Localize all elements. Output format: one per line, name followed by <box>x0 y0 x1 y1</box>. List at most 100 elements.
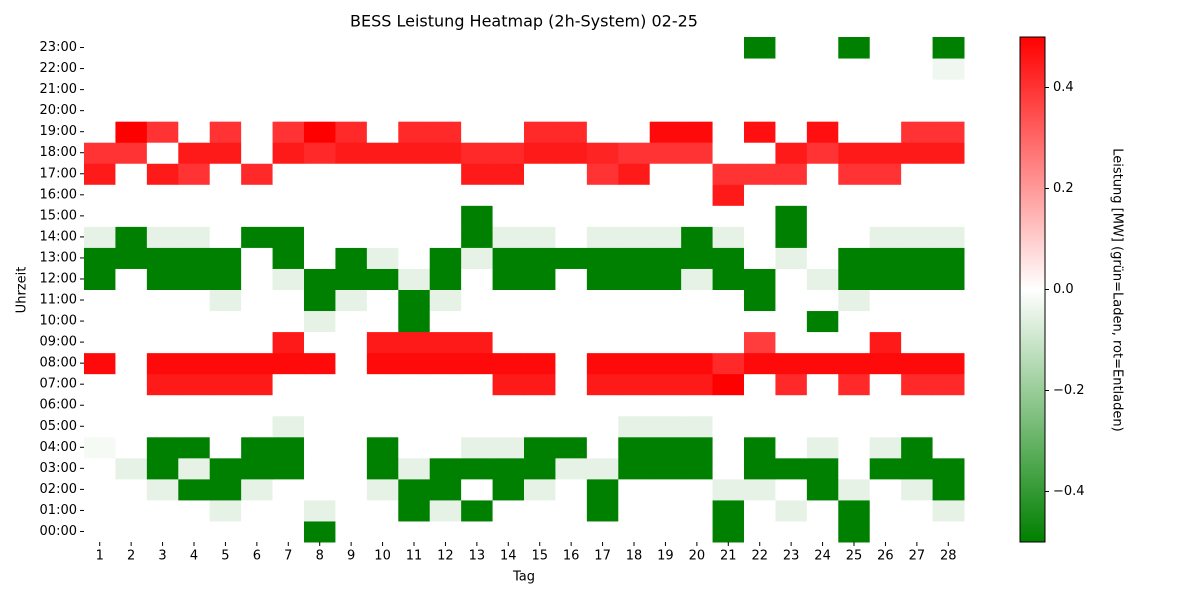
heatmap-cell <box>744 142 776 164</box>
x-tick-label: 23 <box>783 549 800 564</box>
heatmap-cell <box>304 457 336 480</box>
heatmap-cell <box>838 373 871 396</box>
heatmap-cell <box>115 247 148 269</box>
heatmap-cell <box>115 415 148 438</box>
heatmap-cell <box>744 331 776 354</box>
heatmap-cell <box>366 79 399 101</box>
heatmap-cell <box>806 205 839 227</box>
heatmap-cell <box>115 352 148 375</box>
heatmap-cell <box>712 100 745 122</box>
heatmap-cell <box>335 142 368 164</box>
heatmap-cell <box>869 100 902 122</box>
heatmap-cell <box>335 268 368 290</box>
heatmap-cell <box>304 373 336 396</box>
chart-title: BESS Leistung Heatmap (2h-System) 02-25 <box>350 12 698 31</box>
heatmap-cell <box>429 499 462 522</box>
heatmap-cell <box>901 184 934 206</box>
colorbar-tick-label: 0.0 <box>1053 282 1074 297</box>
y-tick-label: 08:00 <box>40 356 77 371</box>
heatmap-cell <box>932 184 965 206</box>
heatmap-cell <box>209 310 242 333</box>
heatmap-cell <box>555 331 588 354</box>
heatmap-cell <box>618 373 651 396</box>
heatmap-cell <box>492 478 525 501</box>
heatmap-cell <box>649 373 682 396</box>
x-tick-label: 27 <box>909 549 926 564</box>
heatmap-cell <box>366 184 399 206</box>
heatmap-cell <box>335 121 368 143</box>
heatmap-cell <box>586 142 619 164</box>
heatmap-cell <box>618 289 651 312</box>
heatmap-cell <box>775 310 808 333</box>
heatmap-cell <box>241 37 274 59</box>
heatmap-cell <box>869 457 902 480</box>
heatmap-cell <box>618 331 651 354</box>
heatmap-cell <box>681 247 714 269</box>
heatmap-cell <box>524 289 556 312</box>
heatmap-cell <box>806 163 839 185</box>
heatmap-cell <box>775 37 808 59</box>
heatmap-cell <box>869 310 902 333</box>
heatmap-cell <box>744 100 776 122</box>
heatmap-cell <box>838 394 871 417</box>
heatmap-cell <box>272 373 305 396</box>
x-tick-label: 10 <box>374 549 391 564</box>
y-tick-label: 12:00 <box>40 271 77 286</box>
heatmap-cell <box>618 184 651 206</box>
heatmap-cell <box>901 289 934 312</box>
heatmap-cell <box>555 121 588 143</box>
x-axis-label: Tag <box>512 570 535 585</box>
heatmap-cell <box>115 289 148 312</box>
heatmap-cell <box>775 457 808 480</box>
heatmap-cell <box>241 499 274 522</box>
colorbar-tick-label: 0.2 <box>1053 181 1074 196</box>
heatmap-cell <box>241 373 274 396</box>
x-tick-label: 15 <box>531 549 548 564</box>
heatmap-cell <box>366 310 399 333</box>
heatmap-cell <box>712 184 745 206</box>
heatmap-cell <box>146 289 179 312</box>
heatmap-cell <box>932 58 965 80</box>
heatmap-cell <box>555 37 588 59</box>
heatmap-cell <box>555 247 588 269</box>
heatmap-cell <box>146 163 179 185</box>
heatmap-cell <box>712 205 745 227</box>
heatmap-cell <box>304 58 336 80</box>
heatmap-cell <box>806 226 839 248</box>
heatmap-cell <box>649 121 682 143</box>
y-tick-label: 02:00 <box>40 482 77 497</box>
heatmap-cell <box>272 520 305 543</box>
y-tick-label: 11:00 <box>40 293 77 308</box>
heatmap-cell <box>115 436 148 459</box>
heatmap-cell <box>178 520 211 543</box>
heatmap-cell <box>272 268 305 290</box>
heatmap-cell <box>146 457 179 480</box>
heatmap-cell <box>775 79 808 101</box>
heatmap-cell <box>272 79 305 101</box>
heatmap-cell <box>84 268 116 290</box>
heatmap-cell <box>146 79 179 101</box>
heatmap-cell <box>586 310 619 333</box>
heatmap-cell <box>304 310 336 333</box>
heatmap-cell <box>618 499 651 522</box>
heatmap-cell <box>901 310 934 333</box>
heatmap-cell <box>901 121 934 143</box>
heatmap-cell <box>398 37 431 59</box>
heatmap-cell <box>461 289 494 312</box>
heatmap-cell <box>209 499 242 522</box>
heatmap-cell <box>429 58 462 80</box>
heatmap-cell <box>146 520 179 543</box>
heatmap-cell <box>366 394 399 417</box>
heatmap-cell <box>429 352 462 375</box>
heatmap-cell <box>241 163 274 185</box>
heatmap-cell <box>209 436 242 459</box>
heatmap-cell <box>838 310 871 333</box>
heatmap-cell <box>586 205 619 227</box>
heatmap-cell <box>775 184 808 206</box>
heatmap-cell <box>492 58 525 80</box>
heatmap-cell <box>838 100 871 122</box>
heatmap-cell <box>146 394 179 417</box>
heatmap-cell <box>838 352 871 375</box>
heatmap-cell <box>932 457 965 480</box>
heatmap-cell <box>398 247 431 269</box>
